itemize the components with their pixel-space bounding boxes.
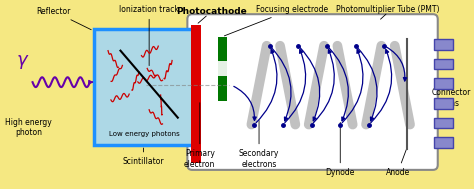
Text: Ionization track: Ionization track bbox=[119, 5, 179, 66]
Text: $\gamma$: $\gamma$ bbox=[16, 53, 30, 71]
Bar bbox=[218, 60, 227, 76]
Bar bbox=[434, 118, 453, 129]
Text: Scintillator: Scintillator bbox=[123, 148, 164, 167]
Text: Primary
electron: Primary electron bbox=[184, 103, 216, 169]
Text: Secondary
electrons: Secondary electrons bbox=[239, 120, 279, 169]
Text: Dynode: Dynode bbox=[326, 122, 355, 177]
FancyBboxPatch shape bbox=[187, 14, 438, 170]
Text: Connector
pins: Connector pins bbox=[431, 88, 471, 108]
Text: Reflector: Reflector bbox=[36, 7, 91, 30]
Bar bbox=[434, 78, 453, 89]
Text: High energy
photon: High energy photon bbox=[5, 118, 52, 137]
Bar bbox=[218, 37, 227, 101]
Bar bbox=[434, 39, 453, 50]
Bar bbox=[94, 29, 194, 145]
Text: Focusing electrode: Focusing electrode bbox=[224, 5, 328, 36]
Text: Low energy photons: Low energy photons bbox=[109, 131, 180, 137]
Bar bbox=[434, 137, 453, 148]
Bar bbox=[191, 25, 201, 163]
Text: Anode: Anode bbox=[385, 150, 410, 177]
Text: Photomultiplier Tube (PMT): Photomultiplier Tube (PMT) bbox=[336, 5, 440, 14]
Text: Photocathode: Photocathode bbox=[176, 7, 246, 16]
Bar bbox=[434, 98, 453, 109]
Bar bbox=[434, 59, 453, 69]
